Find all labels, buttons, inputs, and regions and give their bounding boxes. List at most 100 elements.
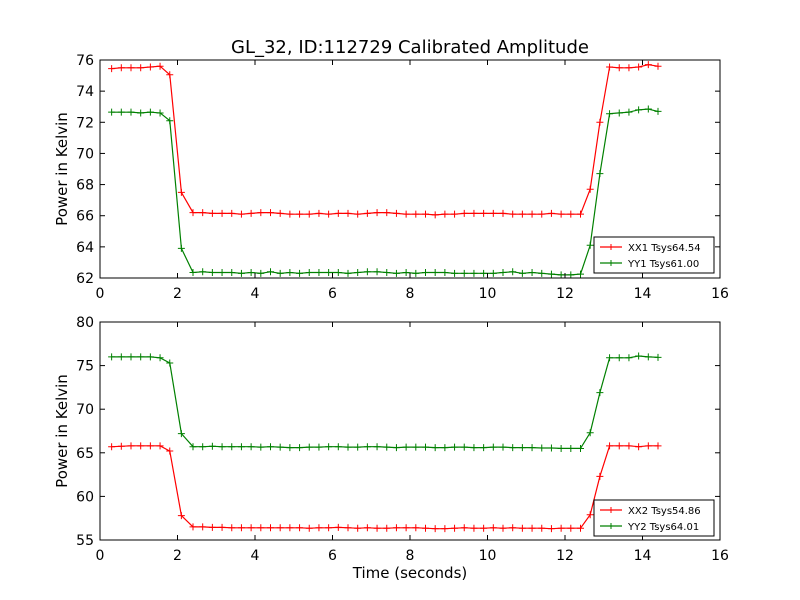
data-point (606, 110, 614, 118)
data-point (451, 524, 459, 532)
data-point (470, 269, 478, 277)
data-point (286, 269, 294, 277)
data-point (315, 524, 323, 532)
y-tick-label: 65 (76, 446, 94, 462)
data-point (315, 269, 323, 277)
chart-title: GL_32, ID:112729 Calibrated Amplitude (231, 37, 589, 58)
data-point (373, 209, 381, 217)
data-point (654, 62, 662, 70)
x-tick-label: 0 (96, 548, 105, 564)
data-point (354, 210, 362, 218)
data-point (470, 444, 478, 452)
data-point (635, 63, 643, 71)
data-point (373, 443, 381, 451)
y-tick-label: 68 (76, 178, 94, 194)
data-point (373, 524, 381, 532)
data-point (441, 525, 449, 533)
data-point (146, 108, 154, 116)
data-point (315, 443, 323, 451)
data-point (228, 524, 236, 532)
data-point (199, 209, 207, 217)
data-point (127, 442, 135, 450)
data-point (127, 108, 135, 116)
data-point (237, 443, 245, 451)
data-point (528, 269, 536, 277)
data-point (127, 353, 135, 361)
data-point (218, 269, 226, 277)
data-point (354, 269, 362, 277)
data-point (596, 389, 604, 397)
plot-area (108, 352, 662, 533)
x-tick-label: 6 (328, 548, 337, 564)
data-point (344, 209, 352, 217)
data-point (528, 524, 536, 532)
data-point (509, 268, 517, 276)
data-point (402, 524, 410, 532)
data-point (480, 444, 488, 452)
data-point (156, 442, 164, 450)
data-point (257, 443, 265, 451)
data-point (325, 524, 333, 532)
data-point (257, 269, 265, 277)
data-point (305, 524, 313, 532)
data-point (518, 444, 526, 452)
data-point (557, 271, 565, 278)
x-tick-label: 2 (173, 286, 182, 302)
y-tick-label: 80 (76, 315, 94, 331)
data-point (654, 442, 662, 450)
data-point (422, 269, 429, 277)
data-point (247, 269, 255, 277)
data-point (177, 512, 185, 520)
data-point (547, 525, 555, 533)
x-tick-label: 4 (251, 286, 260, 302)
data-point (296, 210, 304, 218)
y-tick-label: 75 (76, 359, 94, 375)
data-point (247, 443, 255, 451)
data-point (538, 210, 546, 218)
y-tick-label: 60 (76, 489, 94, 505)
data-point (296, 444, 304, 452)
data-point (577, 210, 584, 218)
data-point (635, 352, 643, 360)
data-point (615, 109, 623, 117)
data-point (296, 524, 304, 532)
x-tick-label: 4 (251, 548, 260, 564)
legend-entry: YY2 Tsys64.01 (627, 522, 699, 533)
data-point (146, 353, 154, 361)
x-tick-label: 10 (479, 548, 497, 564)
data-point (373, 268, 381, 276)
legend-entry: YY1 Tsys61.00 (627, 259, 699, 270)
data-point (108, 353, 116, 361)
series-line-2 (111, 108, 659, 276)
data-point (363, 524, 371, 532)
data-point (276, 209, 284, 217)
data-point (431, 525, 439, 533)
data-point (189, 523, 197, 531)
data-point (538, 269, 546, 277)
x-tick-label: 14 (634, 286, 652, 302)
data-point (237, 269, 245, 277)
data-point (422, 443, 429, 451)
legend-marker (608, 244, 614, 250)
data-point (606, 354, 614, 362)
data-point (567, 444, 575, 452)
data-point (567, 210, 575, 218)
data-point (586, 241, 594, 249)
x-tick-label: 0 (96, 286, 105, 302)
data-point (363, 443, 371, 451)
data-point (499, 524, 507, 532)
legend-marker (608, 523, 614, 529)
data-point (606, 63, 614, 71)
data-point (108, 443, 116, 451)
data-point (586, 429, 594, 437)
data-point (267, 443, 274, 451)
data-point (286, 524, 294, 532)
data-point (460, 269, 468, 277)
data-point (567, 524, 575, 532)
data-point (286, 444, 294, 452)
y-axis-label: Power in Kelvin (53, 374, 71, 488)
data-point (218, 523, 226, 531)
y-tick-label: 72 (76, 115, 94, 131)
data-point (305, 210, 313, 218)
data-point (441, 210, 449, 218)
